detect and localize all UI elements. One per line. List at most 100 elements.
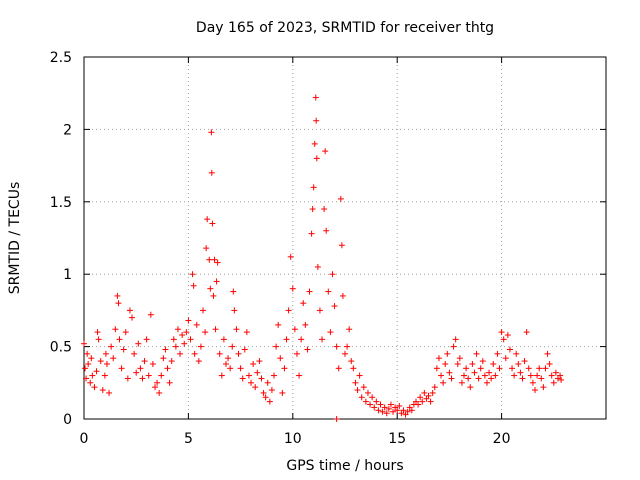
data-point bbox=[483, 379, 490, 386]
data-point bbox=[235, 350, 242, 357]
data-point bbox=[243, 329, 250, 336]
data-point bbox=[552, 369, 559, 376]
data-point bbox=[523, 329, 530, 336]
data-point bbox=[377, 401, 384, 408]
data-point bbox=[256, 358, 263, 365]
data-point bbox=[396, 402, 403, 409]
data-point bbox=[452, 336, 459, 343]
data-point bbox=[93, 368, 100, 375]
data-point bbox=[241, 346, 248, 353]
data-point bbox=[248, 379, 255, 386]
data-point bbox=[435, 355, 442, 362]
data-point bbox=[156, 389, 163, 396]
data-point bbox=[383, 410, 390, 417]
data-point bbox=[454, 360, 461, 367]
data-point bbox=[106, 389, 113, 396]
data-point bbox=[181, 340, 188, 347]
data-point bbox=[309, 206, 316, 213]
data-point bbox=[373, 398, 380, 405]
data-point bbox=[513, 350, 520, 357]
x-axis-label: GPS time / hours bbox=[286, 458, 403, 474]
data-point bbox=[450, 343, 457, 350]
data-point bbox=[135, 340, 142, 347]
data-point bbox=[296, 372, 303, 379]
data-point bbox=[252, 384, 259, 391]
data-point bbox=[233, 326, 240, 333]
data-point bbox=[546, 360, 553, 367]
data-point bbox=[183, 329, 190, 336]
data-point bbox=[364, 389, 371, 396]
data-point bbox=[313, 117, 320, 124]
y-axis-label: SRMTID / TECUs bbox=[7, 182, 23, 295]
data-point bbox=[122, 329, 129, 336]
data-point bbox=[548, 372, 555, 379]
data-point bbox=[277, 355, 284, 362]
data-point bbox=[362, 398, 369, 405]
data-point bbox=[408, 407, 415, 414]
data-point bbox=[358, 394, 365, 401]
data-point bbox=[285, 307, 292, 314]
x-tick-label: 10 bbox=[284, 431, 302, 447]
data-point bbox=[208, 169, 215, 176]
data-point bbox=[308, 230, 315, 237]
data-point bbox=[313, 155, 320, 162]
data-point bbox=[193, 321, 200, 328]
data-point bbox=[230, 288, 237, 295]
data-point bbox=[291, 326, 298, 333]
data-point bbox=[139, 375, 146, 382]
data-point bbox=[417, 394, 424, 401]
data-point bbox=[302, 321, 309, 328]
data-point bbox=[488, 375, 495, 382]
data-point bbox=[348, 358, 355, 365]
data-point bbox=[160, 355, 167, 362]
data-point bbox=[475, 375, 482, 382]
data-point bbox=[293, 350, 300, 357]
data-point bbox=[515, 360, 522, 367]
data-point bbox=[137, 365, 144, 372]
data-point bbox=[465, 375, 472, 382]
data-point bbox=[162, 346, 169, 353]
data-point bbox=[97, 358, 104, 365]
data-point bbox=[124, 375, 131, 382]
data-point bbox=[312, 94, 319, 101]
data-point bbox=[151, 384, 158, 391]
data-point bbox=[197, 343, 204, 350]
data-point bbox=[527, 372, 534, 379]
data-point bbox=[154, 379, 161, 386]
data-point bbox=[381, 404, 388, 411]
data-point bbox=[456, 355, 463, 362]
data-point bbox=[329, 271, 336, 278]
data-point bbox=[394, 407, 401, 414]
data-point bbox=[87, 379, 94, 386]
data-point bbox=[218, 372, 225, 379]
data-point bbox=[185, 317, 192, 324]
data-point bbox=[557, 372, 564, 379]
data-point bbox=[390, 408, 397, 415]
data-point bbox=[158, 372, 165, 379]
data-point bbox=[200, 307, 207, 314]
data-point bbox=[444, 350, 451, 357]
grid-lines bbox=[84, 57, 606, 419]
data-point bbox=[469, 360, 476, 367]
data-point bbox=[177, 350, 184, 357]
data-point bbox=[143, 336, 150, 343]
data-point bbox=[354, 387, 361, 394]
data-point bbox=[110, 355, 117, 362]
data-point bbox=[479, 358, 486, 365]
data-point bbox=[498, 329, 505, 336]
data-point bbox=[227, 365, 234, 372]
data-point bbox=[108, 343, 115, 350]
data-point bbox=[91, 384, 98, 391]
y-tick-label: 0.5 bbox=[50, 340, 72, 356]
data-point bbox=[369, 394, 376, 401]
y-tick-label: 1.5 bbox=[50, 195, 72, 211]
x-tick-label: 5 bbox=[184, 431, 193, 447]
data-point bbox=[112, 326, 119, 333]
data-point bbox=[273, 343, 280, 350]
y-tick-label: 2 bbox=[63, 122, 72, 138]
data-point bbox=[311, 140, 318, 147]
data-points bbox=[81, 94, 565, 422]
data-point bbox=[550, 379, 557, 386]
